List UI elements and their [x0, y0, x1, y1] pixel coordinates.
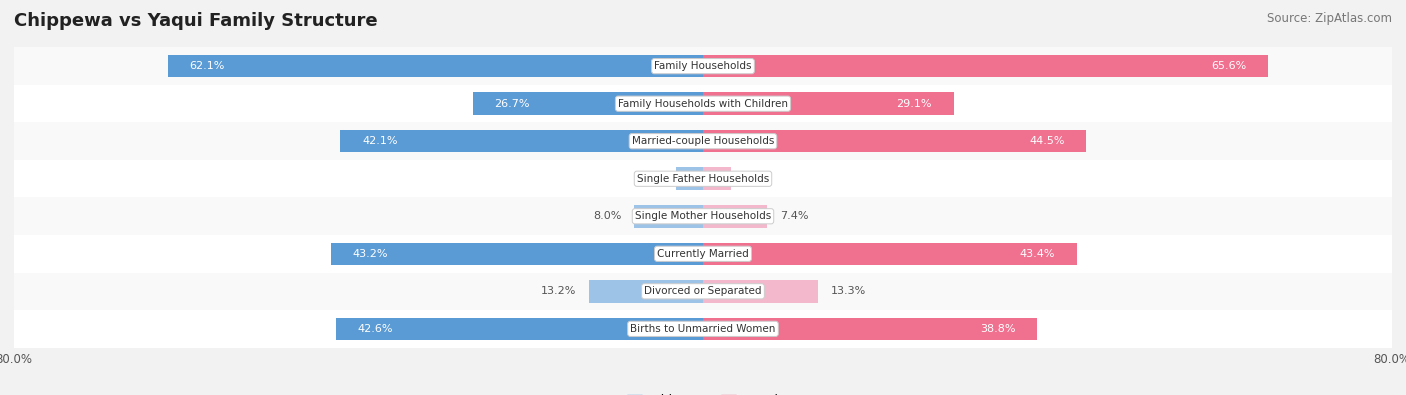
Bar: [703, 318, 1038, 340]
Bar: [703, 205, 766, 228]
Text: 44.5%: 44.5%: [1029, 136, 1064, 146]
Bar: [169, 55, 703, 77]
Bar: [472, 92, 703, 115]
Text: 38.8%: 38.8%: [980, 324, 1015, 334]
Text: Family Households: Family Households: [654, 61, 752, 71]
FancyBboxPatch shape: [14, 310, 1392, 348]
Text: 26.7%: 26.7%: [495, 99, 530, 109]
Text: 7.4%: 7.4%: [780, 211, 808, 221]
Text: 42.6%: 42.6%: [357, 324, 394, 334]
Text: 13.3%: 13.3%: [831, 286, 866, 296]
Text: 42.1%: 42.1%: [361, 136, 398, 146]
FancyBboxPatch shape: [14, 85, 1392, 122]
Text: Single Mother Households: Single Mother Households: [636, 211, 770, 221]
Bar: [703, 167, 731, 190]
Text: Births to Unmarried Women: Births to Unmarried Women: [630, 324, 776, 334]
Text: Source: ZipAtlas.com: Source: ZipAtlas.com: [1267, 12, 1392, 25]
Text: 43.4%: 43.4%: [1019, 249, 1056, 259]
Bar: [703, 55, 1268, 77]
Text: 29.1%: 29.1%: [897, 99, 932, 109]
FancyBboxPatch shape: [14, 273, 1392, 310]
Bar: [340, 130, 703, 152]
FancyBboxPatch shape: [14, 47, 1392, 85]
Bar: [703, 243, 1077, 265]
Bar: [703, 280, 817, 303]
Text: 8.0%: 8.0%: [593, 211, 621, 221]
Text: Married-couple Households: Married-couple Households: [631, 136, 775, 146]
Text: 13.2%: 13.2%: [541, 286, 576, 296]
Bar: [703, 130, 1087, 152]
Bar: [634, 205, 703, 228]
Text: 65.6%: 65.6%: [1211, 61, 1246, 71]
Bar: [589, 280, 703, 303]
Bar: [330, 243, 703, 265]
Bar: [336, 318, 703, 340]
Text: 3.1%: 3.1%: [636, 174, 664, 184]
Text: Divorced or Separated: Divorced or Separated: [644, 286, 762, 296]
Bar: [703, 92, 953, 115]
Text: Currently Married: Currently Married: [657, 249, 749, 259]
Text: 62.1%: 62.1%: [190, 61, 225, 71]
Bar: [676, 167, 703, 190]
FancyBboxPatch shape: [14, 235, 1392, 273]
Text: Family Households with Children: Family Households with Children: [619, 99, 787, 109]
FancyBboxPatch shape: [14, 198, 1392, 235]
FancyBboxPatch shape: [14, 160, 1392, 198]
Legend: Chippewa, Yaqui: Chippewa, Yaqui: [627, 394, 779, 395]
Text: 43.2%: 43.2%: [353, 249, 388, 259]
FancyBboxPatch shape: [14, 122, 1392, 160]
Text: Single Father Households: Single Father Households: [637, 174, 769, 184]
Text: Chippewa vs Yaqui Family Structure: Chippewa vs Yaqui Family Structure: [14, 12, 378, 30]
Text: 3.2%: 3.2%: [744, 174, 772, 184]
